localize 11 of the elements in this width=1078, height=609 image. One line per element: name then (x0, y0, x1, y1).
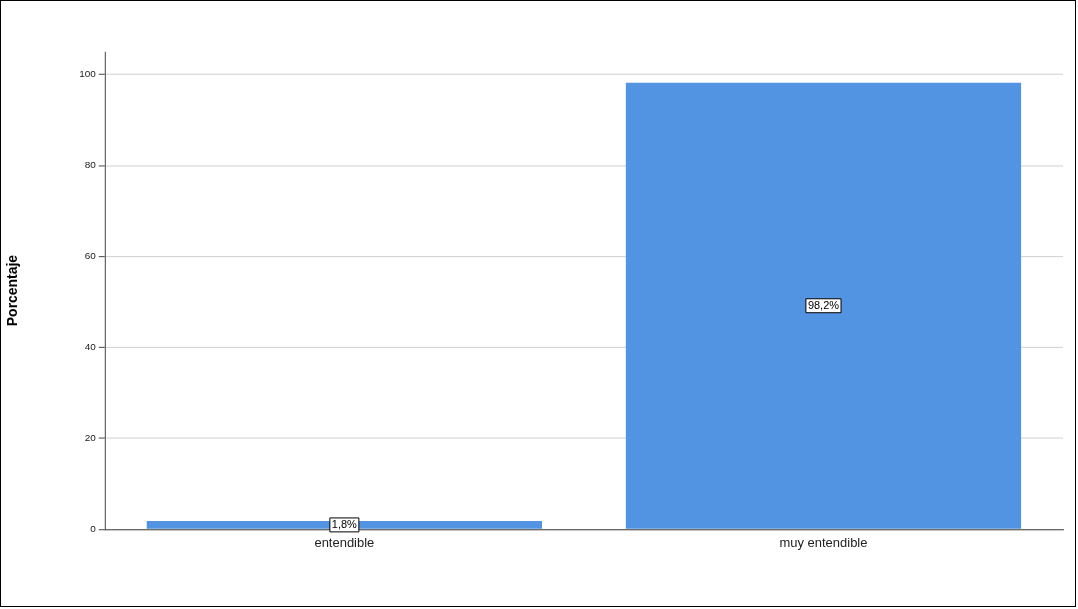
x-tick-label: muy entendible (779, 534, 868, 550)
y-tick-label: 80 (84, 159, 97, 171)
y-tick-label: 100 (79, 68, 97, 80)
y-tick-label: 20 (84, 432, 97, 444)
y-tick-label: 40 (84, 341, 97, 353)
x-tick-label: entendible (314, 534, 375, 550)
y-tick-label: 60 (84, 250, 97, 262)
data-label: 98,2% (807, 299, 840, 312)
y-tick-label: 0 (90, 523, 97, 534)
data-label: 1,8% (331, 518, 358, 531)
y-axis-title: Porcentaje (4, 254, 21, 327)
